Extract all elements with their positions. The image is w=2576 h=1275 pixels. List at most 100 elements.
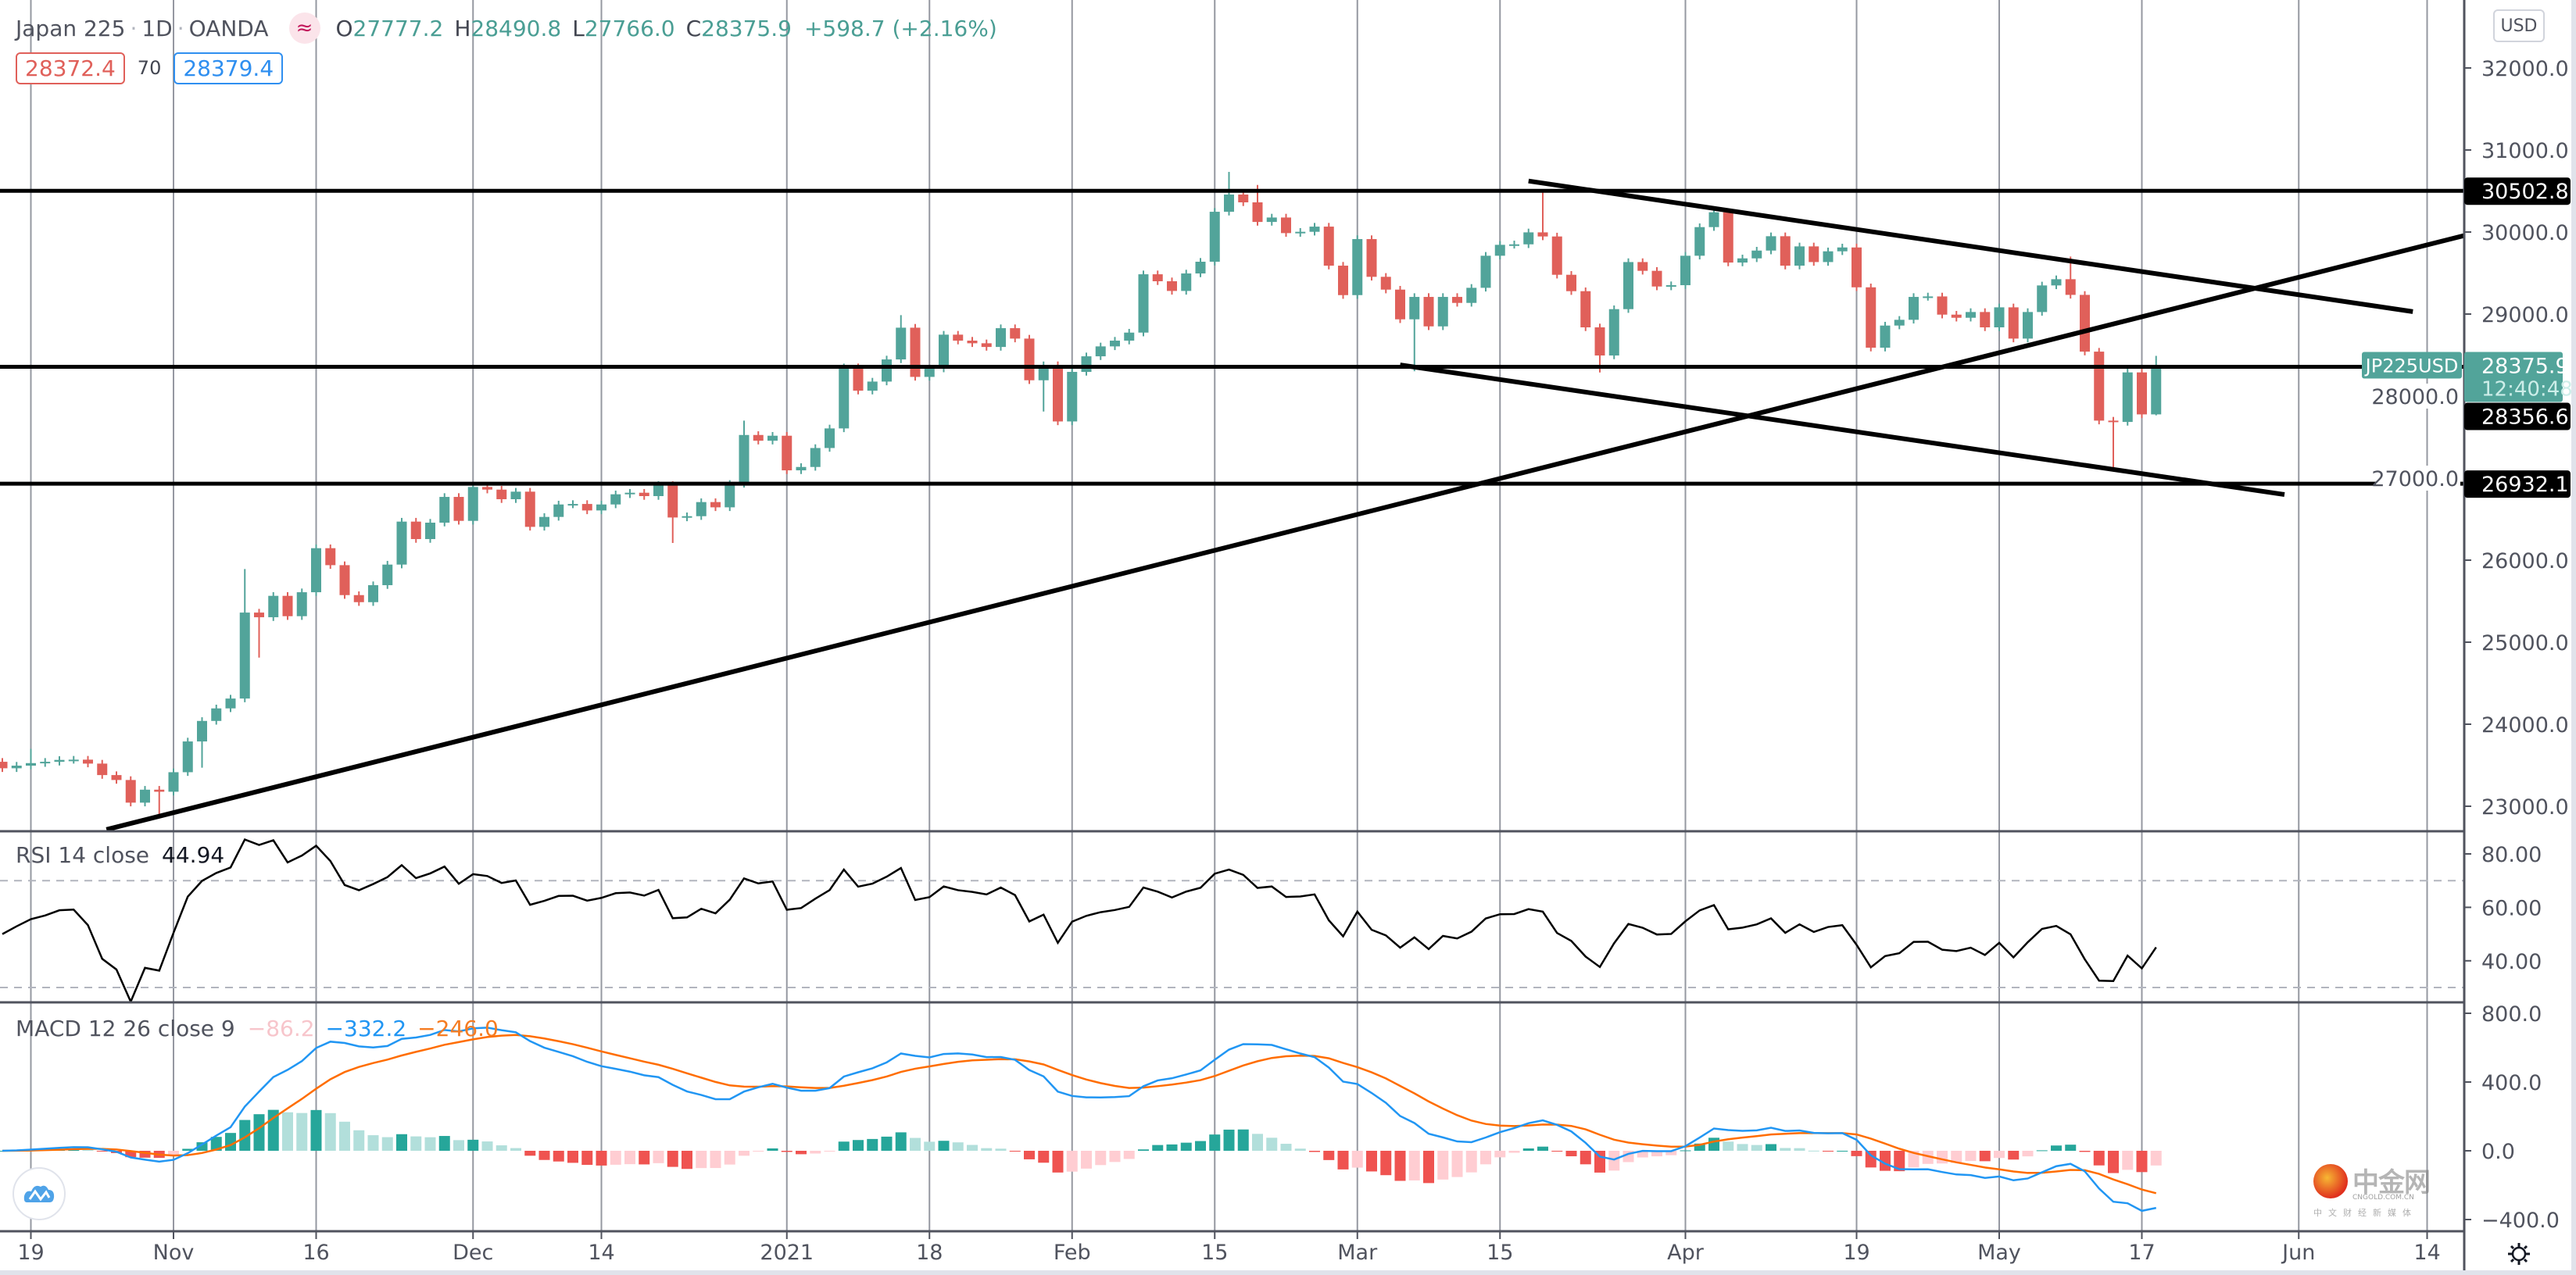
candle[interactable] bbox=[1494, 241, 1505, 260]
candle[interactable] bbox=[239, 569, 250, 702]
candle[interactable] bbox=[1181, 270, 1192, 295]
candle[interactable] bbox=[1651, 266, 1662, 291]
candle[interactable] bbox=[1966, 308, 1976, 322]
lower-descending-trendline[interactable] bbox=[1400, 362, 2285, 497]
candle[interactable] bbox=[1238, 191, 1249, 206]
candle[interactable] bbox=[1809, 242, 1819, 266]
candle[interactable] bbox=[168, 768, 179, 796]
candle[interactable] bbox=[739, 420, 750, 488]
candle[interactable] bbox=[882, 355, 892, 386]
candle[interactable] bbox=[2023, 308, 2033, 343]
candle[interactable] bbox=[1352, 235, 1363, 299]
candle[interactable] bbox=[125, 776, 136, 807]
candle[interactable] bbox=[2108, 416, 2119, 468]
candle[interactable] bbox=[339, 561, 350, 599]
candle[interactable] bbox=[54, 755, 65, 766]
candle[interactable] bbox=[2065, 256, 2076, 299]
candle[interactable] bbox=[1366, 235, 1377, 281]
candle[interactable] bbox=[410, 517, 421, 543]
candle[interactable] bbox=[2051, 275, 2062, 290]
candle[interactable] bbox=[1380, 273, 1391, 294]
candle[interactable] bbox=[1766, 232, 1776, 255]
candle[interactable] bbox=[211, 705, 222, 725]
candle[interactable] bbox=[1224, 172, 1234, 216]
candle[interactable] bbox=[1780, 232, 1791, 270]
candle[interactable] bbox=[296, 588, 307, 620]
candle[interactable] bbox=[268, 591, 279, 621]
candle[interactable] bbox=[282, 591, 293, 620]
candle[interactable] bbox=[1537, 190, 1548, 241]
candle[interactable] bbox=[896, 315, 907, 363]
candle[interactable] bbox=[825, 424, 835, 452]
candle[interactable] bbox=[182, 738, 193, 777]
candle[interactable] bbox=[1167, 277, 1177, 295]
candle[interactable] bbox=[1937, 292, 1948, 319]
candle[interactable] bbox=[1794, 242, 1805, 270]
candle[interactable] bbox=[953, 330, 964, 345]
candle[interactable] bbox=[2094, 348, 2105, 425]
candle[interactable] bbox=[1067, 368, 1078, 426]
candle[interactable] bbox=[97, 759, 108, 779]
candle[interactable] bbox=[667, 480, 678, 544]
candle[interactable] bbox=[353, 591, 364, 606]
candle[interactable] bbox=[1081, 352, 1092, 376]
currency-button[interactable]: USD bbox=[2493, 9, 2545, 42]
candle[interactable] bbox=[325, 544, 336, 570]
candle[interactable] bbox=[1852, 244, 1862, 291]
candle[interactable] bbox=[967, 337, 978, 348]
candle[interactable] bbox=[2122, 368, 2133, 426]
candle[interactable] bbox=[1665, 281, 1676, 291]
candle[interactable] bbox=[524, 488, 535, 531]
candle[interactable] bbox=[1452, 293, 1462, 307]
settings-gear-icon[interactable] bbox=[2507, 1242, 2531, 1266]
candle[interactable] bbox=[753, 431, 764, 445]
candle[interactable] bbox=[396, 517, 407, 569]
candle[interactable] bbox=[1152, 270, 1163, 285]
candle[interactable] bbox=[810, 444, 821, 471]
candle[interactable] bbox=[2008, 303, 2019, 343]
candle[interactable] bbox=[1994, 303, 2005, 331]
candle[interactable] bbox=[254, 609, 264, 658]
candle[interactable] bbox=[1723, 208, 1733, 266]
candle[interactable] bbox=[1138, 270, 1149, 337]
candle[interactable] bbox=[596, 500, 606, 515]
rising-support-trendline[interactable] bbox=[106, 233, 2464, 830]
candle[interactable] bbox=[610, 490, 621, 509]
candle[interactable] bbox=[1053, 361, 1063, 426]
candle[interactable] bbox=[1751, 247, 1762, 262]
candle[interactable] bbox=[439, 493, 450, 527]
rsi-label[interactable]: RSI 14 close bbox=[16, 842, 150, 868]
candle[interactable] bbox=[1708, 208, 1719, 231]
candle[interactable] bbox=[453, 493, 464, 525]
candle[interactable] bbox=[1295, 227, 1306, 238]
candle[interactable] bbox=[581, 500, 592, 515]
candle[interactable] bbox=[1694, 223, 1705, 260]
tradingview-logo[interactable] bbox=[13, 1167, 66, 1220]
candle[interactable] bbox=[2080, 291, 2090, 355]
candle[interactable] bbox=[1281, 213, 1291, 238]
sell-button[interactable]: 28372.4 bbox=[16, 52, 125, 84]
candle[interactable] bbox=[2037, 281, 2048, 316]
candle[interactable] bbox=[111, 771, 122, 784]
candle[interactable] bbox=[1038, 361, 1049, 412]
candle[interactable] bbox=[0, 758, 8, 773]
candle[interactable] bbox=[496, 485, 507, 503]
candle[interactable] bbox=[839, 363, 850, 433]
candle[interactable] bbox=[1466, 284, 1477, 307]
candle[interactable] bbox=[1623, 258, 1633, 313]
buy-button[interactable]: 28379.4 bbox=[174, 52, 284, 84]
candle[interactable] bbox=[1909, 293, 1919, 324]
candle[interactable] bbox=[1894, 316, 1905, 330]
candle[interactable] bbox=[1551, 232, 1562, 279]
candle[interactable] bbox=[682, 512, 692, 522]
candle[interactable] bbox=[1209, 208, 1220, 266]
candle[interactable] bbox=[696, 498, 707, 520]
candle[interactable] bbox=[2137, 368, 2147, 419]
candle[interactable] bbox=[553, 500, 564, 521]
candle[interactable] bbox=[1024, 334, 1035, 384]
candle[interactable] bbox=[1566, 270, 1576, 295]
candle[interactable] bbox=[154, 786, 165, 818]
candle[interactable] bbox=[1110, 337, 1120, 351]
candle[interactable] bbox=[510, 488, 521, 503]
